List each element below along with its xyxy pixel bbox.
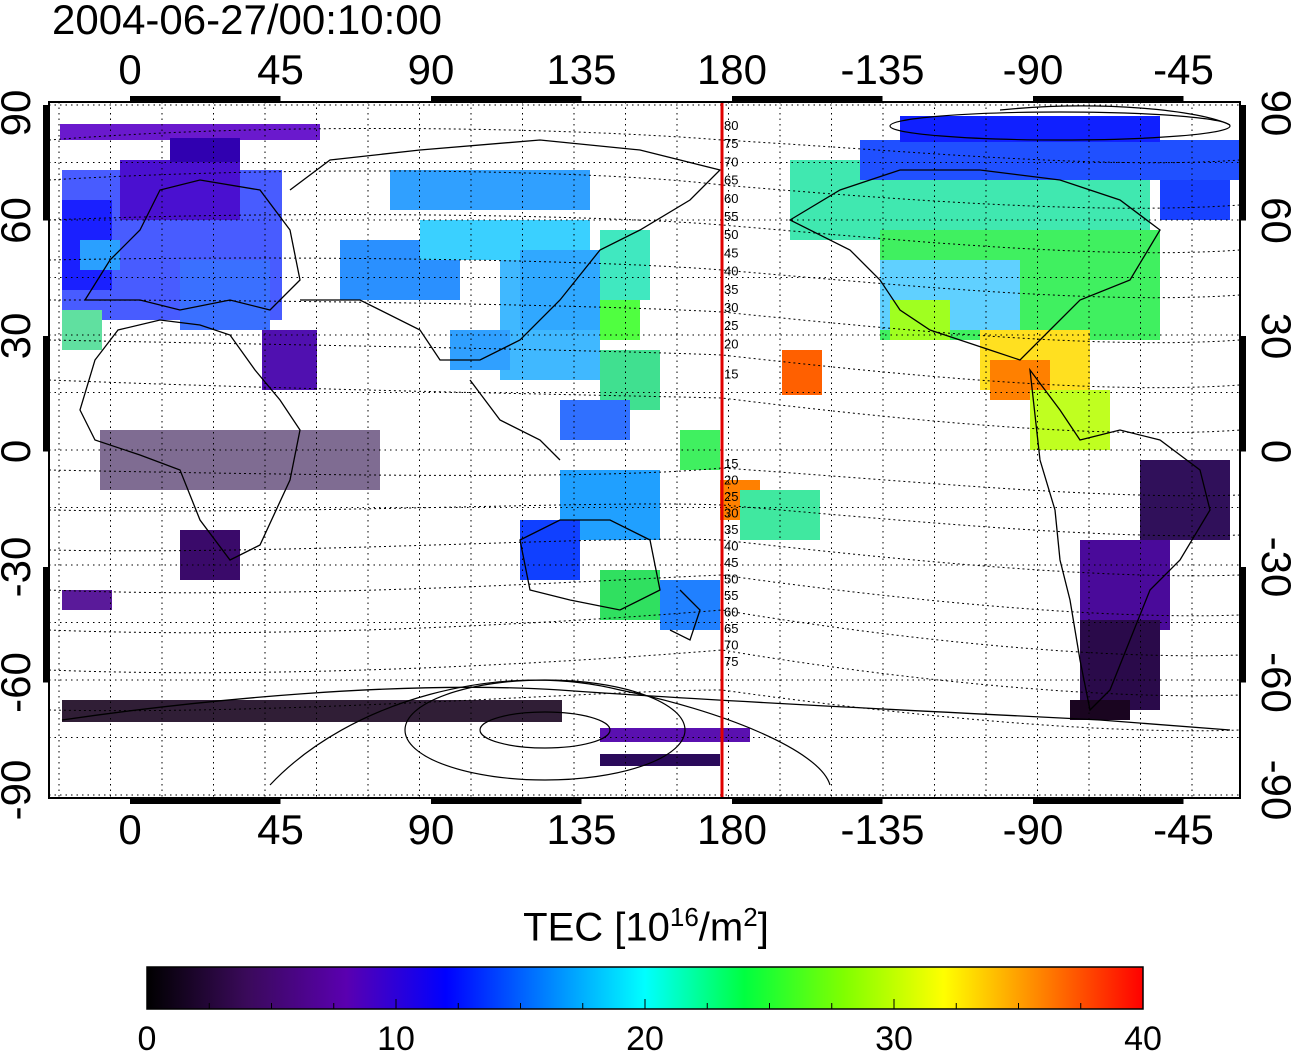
contour-label-south-12: 75: [724, 654, 738, 669]
contour-label-north-1: 75: [724, 136, 738, 151]
contour-label-north-6: 50: [724, 227, 738, 242]
y-axis-right-labels: 90 60 30 0 -30 -60 -90: [1253, 90, 1292, 821]
x-tick-bottom-6: -90: [1003, 806, 1064, 853]
x-tick-bottom-0: 0: [118, 806, 141, 853]
contour-label-north-13: 15: [724, 367, 738, 382]
y-tick-left-2: 30: [0, 313, 39, 360]
contour-label-north-4: 60: [724, 191, 738, 206]
x-tick-top-6: -90: [1003, 46, 1064, 93]
x-tick-bottom-7: -45: [1153, 806, 1214, 853]
colorbar-tick-label-4: 40: [1124, 1020, 1162, 1057]
contour-label-north-2: 70: [724, 154, 738, 169]
x-tick-top-7: -45: [1153, 46, 1214, 93]
y-tick-left-1: 60: [0, 197, 39, 244]
colorbar-tick-label-1: 10: [377, 1020, 415, 1057]
contour-label-north-10: 30: [724, 300, 738, 315]
contour-label-north-3: 65: [724, 173, 738, 188]
y-tick-left-4: -30: [0, 537, 39, 598]
colorbar-tick-label-2: 20: [626, 1020, 664, 1057]
grid-lines: [49, 102, 1240, 798]
contour-label-south-8: 55: [724, 588, 738, 603]
contour-label-south-9: 60: [724, 605, 738, 620]
contour-label-south-10: 65: [724, 621, 738, 636]
colorbar-tick-label-3: 30: [875, 1020, 913, 1057]
y-tick-right-3: 0: [1253, 440, 1292, 463]
contour-label-north-8: 40: [724, 264, 738, 279]
y-tick-left-3: 0: [0, 440, 39, 463]
y-tick-right-5: -60: [1253, 652, 1292, 713]
y-tick-left-5: -60: [0, 652, 39, 713]
x-tick-top-2: 90: [408, 46, 455, 93]
x-tick-top-3: 135: [546, 46, 616, 93]
colorbar-title: TEC [1016/m2]: [523, 902, 769, 950]
colorbar-tick-label-0: 0: [138, 1020, 157, 1057]
x-tick-bottom-3: 135: [546, 806, 616, 853]
y-tick-left-0: 90: [0, 90, 39, 137]
y-tick-right-0: 90: [1253, 90, 1292, 137]
contour-labels: 8075706560555045403530252015152025303540…: [724, 118, 738, 669]
x-tick-bottom-2: 90: [408, 806, 455, 853]
x-axis-top-labels: 0 45 90 135 180 -135 -90 -45: [118, 46, 1214, 93]
x-tick-bottom-1: 45: [257, 806, 304, 853]
frame-bars: [43, 96, 1246, 804]
x-tick-bottom-4: 180: [697, 806, 767, 853]
contour-label-south-3: 30: [724, 506, 738, 521]
y-tick-right-6: -90: [1253, 760, 1292, 821]
contour-label-north-9: 35: [724, 282, 738, 297]
contour-label-south-5: 40: [724, 539, 738, 554]
y-tick-left-6: -90: [0, 760, 39, 821]
colorbar-tick-labels: 0 10 20 30 40: [138, 1020, 1162, 1057]
contour-label-north-0: 80: [724, 118, 738, 133]
contour-label-north-7: 45: [724, 245, 738, 260]
contour-lines: [49, 127, 1240, 732]
contour-label-north-5: 55: [724, 209, 738, 224]
contour-label-south-1: 20: [724, 473, 738, 488]
contour-label-south-11: 70: [724, 638, 738, 653]
contour-label-south-7: 50: [724, 572, 738, 587]
contour-label-south-2: 25: [724, 489, 738, 504]
x-tick-top-5: -135: [840, 46, 924, 93]
contour-label-south-6: 45: [724, 555, 738, 570]
contour-label-south-0: 15: [724, 456, 738, 471]
y-tick-right-4: -30: [1253, 537, 1292, 598]
x-tick-top-0: 0: [118, 46, 141, 93]
colorbar-ticks: [146, 999, 1144, 1009]
x-tick-top-1: 45: [257, 46, 304, 93]
x-tick-top-4: 180: [697, 46, 767, 93]
y-axis-left-labels: 90 60 30 0 -30 -60 -90: [0, 90, 39, 821]
contour-label-south-4: 35: [724, 522, 738, 537]
x-axis-bottom-labels: 0 45 90 135 180 -135 -90 -45: [118, 806, 1214, 853]
contour-label-north-11: 25: [724, 318, 738, 333]
page-title: 2004-06-27/00:10:00: [52, 0, 442, 43]
tec-data-layer: [60, 116, 1240, 766]
y-tick-right-2: 30: [1253, 313, 1292, 360]
y-tick-right-1: 60: [1253, 197, 1292, 244]
x-tick-bottom-5: -135: [840, 806, 924, 853]
contour-label-north-12: 20: [724, 336, 738, 351]
